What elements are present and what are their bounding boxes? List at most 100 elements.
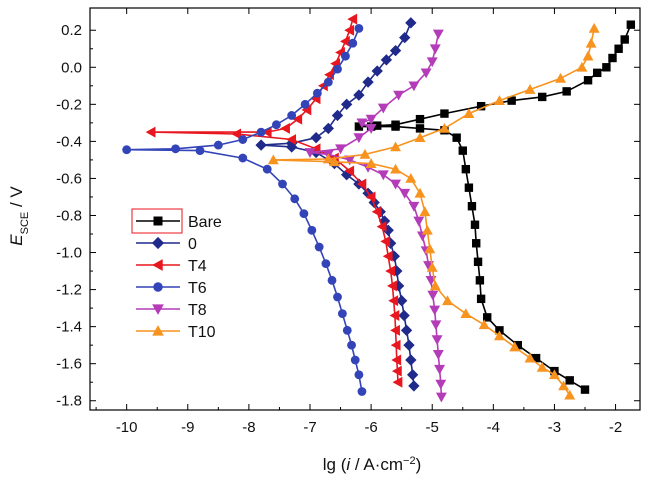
data-point-t4 [390,339,401,351]
data-point-t4 [371,206,382,218]
data-point-t4 [365,191,376,203]
x-axis-title-exponent: −2 [403,455,416,467]
data-point-bare [626,20,636,29]
x-axis-title-prefix: lg ( [323,455,347,474]
x-tick-label: -10 [116,419,138,436]
data-point-0 [399,31,411,44]
data-point-t10 [365,158,377,168]
data-point-0 [340,98,353,111]
data-point-t6 [278,179,287,189]
data-point-0 [331,109,344,122]
y-axis-title-unit: / V [7,186,26,212]
legend-label-t10: T10 [188,324,216,341]
data-point-t6 [347,340,356,350]
data-point-t10 [438,122,450,133]
data-point-t6 [348,38,358,48]
plot-frame [89,7,641,411]
legend-marker-t4 [152,259,163,271]
data-point-0 [408,380,420,392]
legend-marker-bare [153,216,163,226]
data-point-t10 [390,141,402,152]
legend-item-t4: T4 [136,258,207,275]
legend-item-t6: T6 [136,280,207,297]
data-point-t4 [391,354,402,366]
data-point-t10 [524,84,536,94]
legend-highlight-box [131,208,183,234]
data-point-t10 [359,148,371,159]
legend-label-0: 0 [188,236,197,253]
data-point-bare [475,276,485,285]
data-point-0 [406,369,419,381]
data-point-t4 [301,104,312,116]
data-point-t6 [256,127,266,137]
data-point-t8 [353,133,365,144]
data-point-t4 [347,13,358,25]
data-point-bare [473,257,483,266]
y-tick-label: -1.2 [56,282,82,299]
data-point-0 [405,17,417,29]
data-point-bare [391,122,400,131]
data-point-t10 [419,206,431,217]
data-point-t6 [238,135,248,144]
data-point-t6 [122,145,132,155]
data-point-bare [614,44,623,53]
data-point-bare [593,68,602,78]
x-axis-title-italic: i [346,455,351,474]
data-point-0 [322,122,335,135]
data-point-bare [531,353,541,363]
data-point-t4 [292,113,303,125]
data-point-bare [440,109,449,118]
legend: Bare 0 T4 T6 T8 T10 [131,208,222,341]
data-point-t4 [280,122,290,134]
data-point-t10 [493,95,505,105]
data-point-bare [495,326,504,335]
data-point-t10 [424,243,436,254]
legend-item-0: 0 [136,236,197,253]
x-tick-label: -8 [242,419,255,436]
data-point-t10 [405,172,417,183]
legend-marker-t10 [152,325,164,336]
data-point-t8 [304,148,316,158]
x-axis-title: lg (i / A·cm−2) [323,455,422,474]
data-point-t6 [307,225,317,235]
data-point-t6 [287,111,297,120]
x-tick-label: -6 [364,419,377,436]
data-point-t4 [388,295,399,307]
data-point-t4 [231,128,242,140]
data-point-0 [403,339,415,351]
data-point-t6 [321,259,331,269]
data-point-t8 [429,44,441,55]
data-point-0 [371,65,383,77]
data-point-t8 [435,392,447,403]
data-point-t4 [392,376,403,388]
data-point-bare [476,101,486,111]
series-bare [354,20,636,394]
data-point-bare [565,376,574,385]
data-point-t6 [333,64,342,74]
data-point-t10 [509,341,521,352]
data-point-0 [395,295,408,307]
data-point-t8 [427,290,439,301]
series-line-0 [261,22,415,386]
data-point-bare [354,122,364,131]
data-point-t8 [377,103,389,114]
data-point-t10 [555,72,567,83]
data-point-0 [340,169,353,181]
data-point-bare [415,114,425,124]
data-point-t10 [576,61,588,72]
data-point-t6 [357,387,367,396]
data-point-0 [392,280,405,292]
data-point-bare [470,220,480,229]
legend-label-t4: T4 [188,258,207,275]
data-point-t10 [536,361,548,372]
data-point-t4 [376,221,387,233]
data-point-t8 [432,350,444,360]
data-point-bare [461,164,471,174]
data-point-t6 [314,242,324,252]
x-tick-label: -7 [303,419,316,436]
data-point-0 [362,76,374,88]
data-point-0 [310,132,322,144]
y-tick-label: -1.0 [56,245,82,262]
y-tick-label: 0.2 [61,22,82,39]
data-point-t10 [524,352,536,363]
